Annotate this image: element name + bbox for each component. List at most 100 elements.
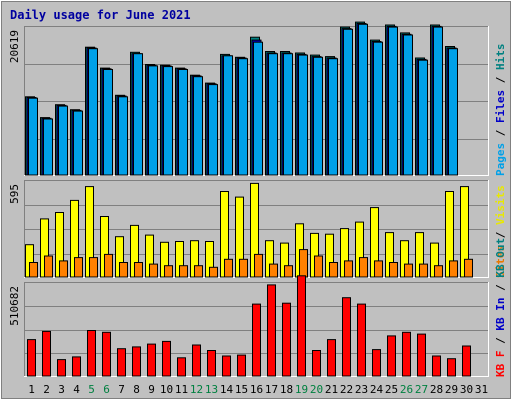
bar-pages-day-19	[298, 54, 308, 176]
x-tick-label-10: 10	[160, 383, 173, 396]
bar-kb-f-day-25	[387, 335, 396, 377]
bar-sites-day-18	[284, 265, 293, 278]
bar-pages-day-25	[388, 26, 398, 176]
series-axis-legend: Pages / Files / Hits	[494, 44, 507, 177]
x-tick-label-1: 1	[28, 383, 35, 396]
bar-kb-f-day-7	[117, 348, 126, 377]
bar-sites-day-25	[389, 262, 398, 278]
bar-sites-day-1	[29, 262, 38, 278]
bar-pages-day-17	[268, 53, 278, 176]
bar-kb-f-day-18	[282, 302, 291, 377]
legend-separator: /	[494, 123, 507, 143]
legend-entry: Sites	[494, 245, 507, 278]
bar-pages-day-14	[223, 55, 233, 176]
bar-pages-day-27	[418, 59, 428, 176]
bar-kb-f-day-17	[267, 284, 276, 377]
legend-entry: Pages	[494, 143, 507, 176]
x-tick-label-16: 16	[250, 383, 263, 396]
bar-kb-f-day-6	[102, 331, 111, 377]
bar-sites-day-2	[44, 255, 53, 278]
bar-kb-f-day-15	[237, 354, 246, 377]
chart-panels: 20619 Pages / Files / Hits 595 Sites / Visi…	[8, 21, 507, 377]
bar-kb-f-day-27	[417, 333, 426, 377]
x-tick-label-9: 9	[148, 383, 155, 396]
bar-kb-f-day-1	[27, 339, 36, 377]
x-tick-label-26: 26	[400, 383, 413, 396]
legend-entry: KB Out	[494, 238, 507, 278]
bar-pages-day-16	[253, 41, 263, 176]
bar-pages-day-5	[88, 48, 98, 176]
bar-pages-day-2	[43, 118, 53, 176]
bar-kb-f-day-3	[57, 359, 66, 377]
y-max-label: 20619	[8, 30, 21, 63]
bar-sites-day-10	[164, 265, 173, 278]
x-tick-label-14: 14	[220, 383, 234, 396]
x-tick-label-12: 12	[190, 383, 203, 396]
bar-sites-day-13	[209, 266, 218, 278]
bar-sites-day-11	[179, 265, 188, 278]
bar-pages-day-7	[118, 96, 128, 176]
bar-sites-day-17	[269, 263, 278, 278]
bar-kb-f-day-8	[132, 346, 141, 377]
x-tick-label-8: 8	[133, 383, 140, 396]
bar-kb-f-day-11	[177, 357, 186, 377]
bar-kb-f-day-2	[42, 330, 51, 377]
bars-kb	[27, 275, 471, 377]
x-tick-label-11: 11	[175, 383, 188, 396]
bar-pages-day-1	[28, 97, 38, 176]
bar-sites-day-9	[149, 263, 158, 278]
x-tick-label-29: 29	[445, 383, 458, 396]
x-tick-label-28: 28	[430, 383, 443, 396]
legend-separator: /	[494, 331, 507, 351]
bar-sites-day-7	[119, 262, 128, 278]
bar-sites-day-5	[89, 257, 98, 278]
bar-pages-day-29	[448, 48, 458, 176]
x-tick-label-5: 5	[88, 383, 95, 396]
bar-pages-day-23	[358, 23, 368, 176]
bar-sites-day-6	[104, 253, 113, 278]
legend-entry: Files	[494, 90, 507, 123]
bar-kb-f-day-12	[192, 344, 201, 377]
bar-kb-f-day-5	[87, 330, 96, 377]
bar-sites-day-24	[374, 260, 383, 278]
bar-pages-day-15	[238, 58, 248, 176]
bar-kb-f-day-13	[207, 350, 216, 377]
legend-separator: /	[494, 70, 507, 90]
bar-kb-f-day-14	[222, 355, 231, 377]
x-tick-label-22: 22	[340, 383, 353, 396]
x-tick-label-19: 19	[295, 383, 308, 396]
x-tick-label-2: 2	[43, 383, 50, 396]
bars-visits-sites	[25, 182, 473, 278]
x-axis-labels: 1 2 3 4 5 6 7 8 9 10 11 12 13 14 15 16 17 18 19 20 21 22 23 24 2…	[28, 383, 488, 396]
bar-kb-f-day-28	[432, 355, 441, 377]
bar-sites-day-19	[299, 249, 308, 278]
legend-separator: /	[494, 278, 507, 298]
panel-hits-files-pages: 20619 Pages / Files / Hits	[8, 21, 507, 177]
bar-sites-day-26	[404, 263, 413, 278]
x-tick-label-24: 24	[370, 383, 384, 396]
bar-sites-day-22	[344, 260, 353, 278]
legend-entry: Hits	[494, 44, 507, 71]
legend-entry: Visits	[494, 185, 507, 225]
y-max-label: 510682	[8, 286, 21, 326]
outer-border-dark	[1, 1, 511, 399]
x-tick-label-15: 15	[235, 383, 248, 396]
bar-kb-f-day-9	[147, 343, 156, 377]
bar-sites-day-8	[134, 262, 143, 278]
bar-kb-f-day-21	[327, 339, 336, 377]
bar-pages-day-13	[208, 84, 218, 176]
x-tick-label-17: 17	[265, 383, 278, 396]
x-tick-label-25: 25	[385, 383, 398, 396]
bar-pages-day-18	[283, 53, 293, 176]
bar-sites-day-15	[239, 258, 248, 278]
panel-kb: 510682 KB F / KB In / KB Out	[8, 238, 507, 377]
x-tick-label-27: 27	[415, 383, 428, 396]
bar-kb-f-day-22	[342, 297, 351, 377]
bar-pages-day-26	[403, 34, 413, 176]
bar-sites-day-16	[254, 253, 263, 278]
x-tick-label-20: 20	[310, 383, 323, 396]
bar-pages-day-24	[373, 41, 383, 176]
bar-pages-day-3	[58, 105, 68, 176]
